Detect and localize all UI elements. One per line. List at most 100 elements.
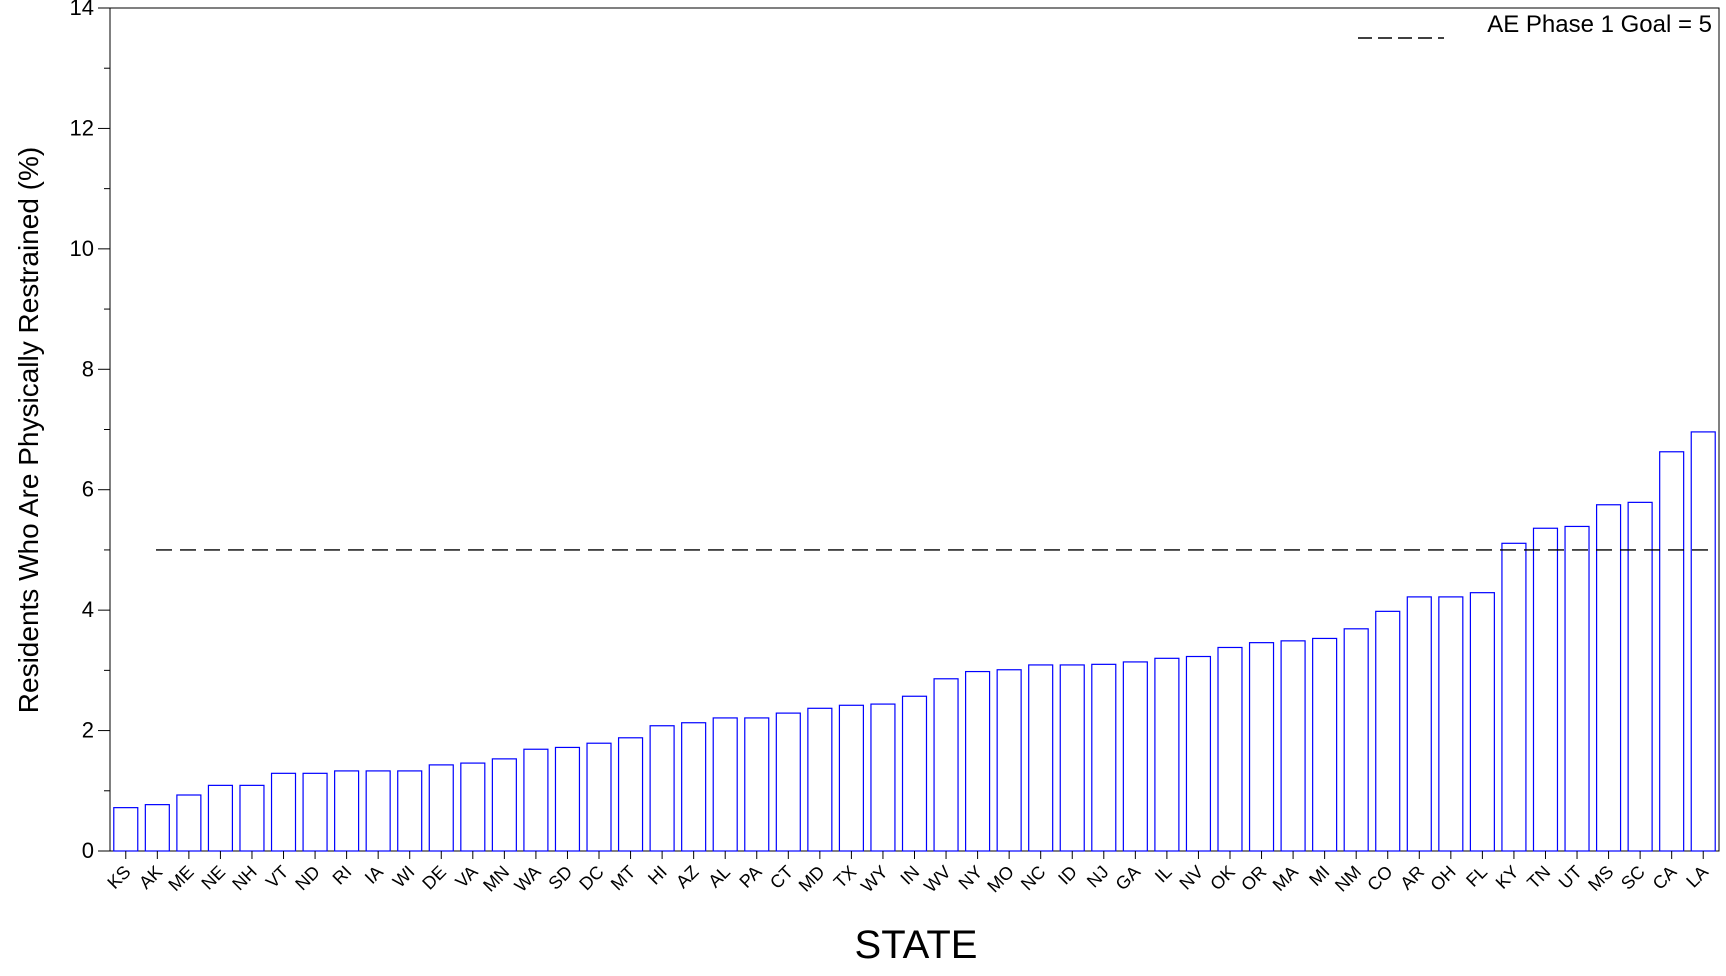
x-tick-label-sd: SD — [544, 862, 576, 894]
bar-nm — [1343, 628, 1369, 852]
x-tick-label-ct: CT — [766, 862, 797, 893]
bar-wa — [523, 748, 549, 852]
x-tick-label-ca: CA — [1649, 862, 1681, 894]
bar-id — [1059, 664, 1085, 852]
bar-ut — [1564, 525, 1590, 852]
x-tick-label-ar: AR — [1396, 862, 1428, 894]
bar-in — [901, 695, 928, 852]
x-tick-label-oh: OH — [1426, 862, 1459, 895]
bar-nd — [302, 772, 328, 852]
legend-label: AE Phase 1 Goal = 5 — [1487, 11, 1712, 38]
bar-ok — [1217, 646, 1243, 852]
x-tick-label-hi: HI — [644, 862, 671, 889]
x-tick-label-in: IN — [896, 862, 923, 889]
x-tick-label-nm: NM — [1331, 862, 1365, 896]
y-tick-label: 6 — [82, 477, 94, 502]
bar-or — [1248, 642, 1275, 852]
x-tick-label-de: DE — [418, 862, 450, 894]
x-tick-label-dc: DC — [575, 862, 608, 895]
x-tick-label-mi: MI — [1305, 862, 1333, 890]
bar-al — [712, 717, 738, 852]
x-tick-label-nj: NJ — [1083, 862, 1113, 892]
bar-hi — [649, 725, 675, 852]
bar-vt — [270, 772, 297, 852]
y-tick-label: 10 — [70, 236, 94, 261]
x-tick-label-mn: MN — [479, 862, 513, 896]
x-tick-label-tn: TN — [1523, 862, 1554, 893]
bar-wy — [870, 703, 896, 852]
bar-ks — [113, 807, 139, 852]
x-tick-label-wi: WI — [389, 862, 419, 892]
x-tick-label-nv: NV — [1175, 862, 1207, 894]
bar-ny — [965, 670, 991, 852]
x-tick-label-ut: UT — [1555, 862, 1586, 893]
x-tick-label-pa: PA — [735, 862, 765, 892]
x-tick-label-il: IL — [1151, 862, 1176, 887]
bar-nc — [1028, 664, 1054, 852]
bar-ms — [1595, 504, 1622, 852]
bar-il — [1154, 657, 1180, 852]
x-tick-label-mo: MO — [983, 862, 1018, 897]
bar-ri — [334, 770, 360, 852]
x-tick-label-or: OR — [1237, 862, 1270, 895]
y-tick-label: 2 — [82, 718, 94, 743]
x-tick-label-me: ME — [164, 862, 197, 895]
x-tick-label-mt: MT — [607, 862, 640, 895]
bar-oh — [1438, 596, 1464, 852]
bar-mt — [617, 737, 644, 852]
x-tick-label-ks: KS — [103, 862, 134, 893]
y-tick-label: 12 — [70, 115, 94, 140]
bar-ar — [1406, 596, 1432, 852]
y-tick-label: 14 — [70, 0, 94, 20]
bar-ak — [144, 804, 170, 852]
bar-pa — [744, 717, 770, 852]
x-tick-label-ga: GA — [1112, 862, 1145, 895]
x-tick-label-al: AL — [704, 862, 734, 892]
x-tick-label-nc: NC — [1017, 862, 1050, 895]
bar-de — [428, 764, 454, 852]
y-tick-label: 8 — [82, 356, 94, 381]
x-tick-label-nd: ND — [291, 862, 324, 895]
bar-la — [1690, 431, 1716, 852]
bar-md — [807, 707, 833, 852]
x-tick-label-va: VA — [451, 862, 481, 892]
bar-co — [1375, 610, 1401, 852]
x-tick-label-ia: IA — [361, 862, 387, 888]
bar-nj — [1091, 663, 1117, 852]
bar-sd — [554, 746, 581, 852]
bar-ga — [1122, 661, 1148, 852]
bar-mn — [491, 758, 517, 852]
x-tick-label-nh: NH — [228, 862, 261, 895]
bar-wi — [397, 770, 423, 852]
x-tick-label-ny: NY — [955, 862, 987, 894]
bar-tx — [838, 704, 864, 852]
x-tick-label-wa: WA — [511, 862, 545, 896]
x-tick-label-tx: TX — [830, 862, 860, 892]
x-tick-label-md: MD — [795, 862, 829, 896]
bar-az — [681, 722, 707, 852]
x-tick-label-ri: RI — [329, 862, 356, 889]
bar-ma — [1280, 640, 1306, 852]
x-tick-label-ms: MS — [1584, 862, 1617, 895]
bar-mo — [996, 669, 1022, 852]
y-axis-title: Residents Who Are Physically Restrained … — [13, 147, 44, 713]
y-tick-label: 0 — [82, 838, 94, 863]
x-tick-label-wv: WV — [920, 862, 955, 897]
bar-ct — [775, 712, 801, 852]
x-tick-label-ok: OK — [1206, 862, 1239, 895]
bar-nh — [239, 784, 265, 852]
y-axis: 0 2 4 6 8 10 12 14 — [70, 0, 110, 863]
bar-ne — [207, 784, 234, 852]
x-tick-label-az: AZ — [672, 862, 702, 892]
x-tick-label-ma: MA — [1269, 862, 1302, 895]
x-tick-label-vt: VT — [262, 862, 292, 892]
bar-sc — [1627, 501, 1653, 852]
x-tick-label-ne: NE — [197, 862, 229, 894]
bar-mi — [1312, 637, 1338, 852]
bar-ca — [1659, 451, 1685, 852]
x-tick-label-ak: AK — [135, 862, 166, 893]
y-tick-label: 4 — [82, 597, 94, 622]
x-tick-label-la: LA — [1682, 862, 1712, 892]
